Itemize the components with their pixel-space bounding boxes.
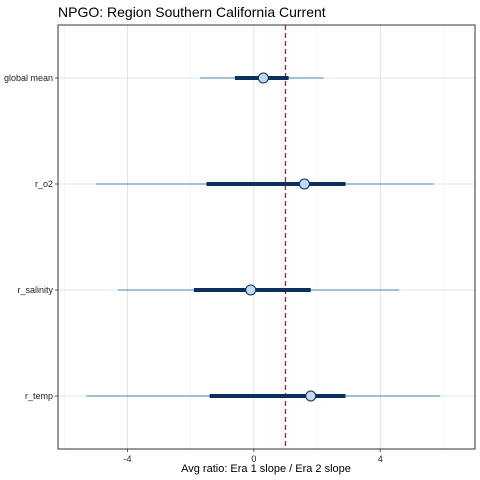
x-tick-label: 4 [378,454,383,464]
point-estimate [257,72,269,84]
x-axis-label: Avg ratio: Era 1 slope / Era 2 slope [181,463,351,475]
row-r-o2 [95,178,434,190]
row-global-mean [200,72,324,84]
x-tick-label: -4 [123,454,131,464]
chart-title: NPGO: Region Southern California Current [58,4,326,20]
point-estimate [298,178,310,190]
point-estimate [245,284,257,296]
y-tick-label: r_salinity [17,285,53,295]
row-r-salinity [118,284,400,296]
y-tick-label: r_o2 [35,179,53,189]
panel-border [57,24,476,450]
rows [86,72,441,402]
y-tick-label: global mean [4,73,53,83]
axes: global mean r_o2 r_salinity r_temp -4 0 4 [4,73,383,464]
row-r-temp [86,390,441,402]
point-estimate [305,390,317,402]
x-tick-label: 0 [251,454,256,464]
grid [58,25,475,449]
y-tick-label: r_temp [25,391,53,401]
